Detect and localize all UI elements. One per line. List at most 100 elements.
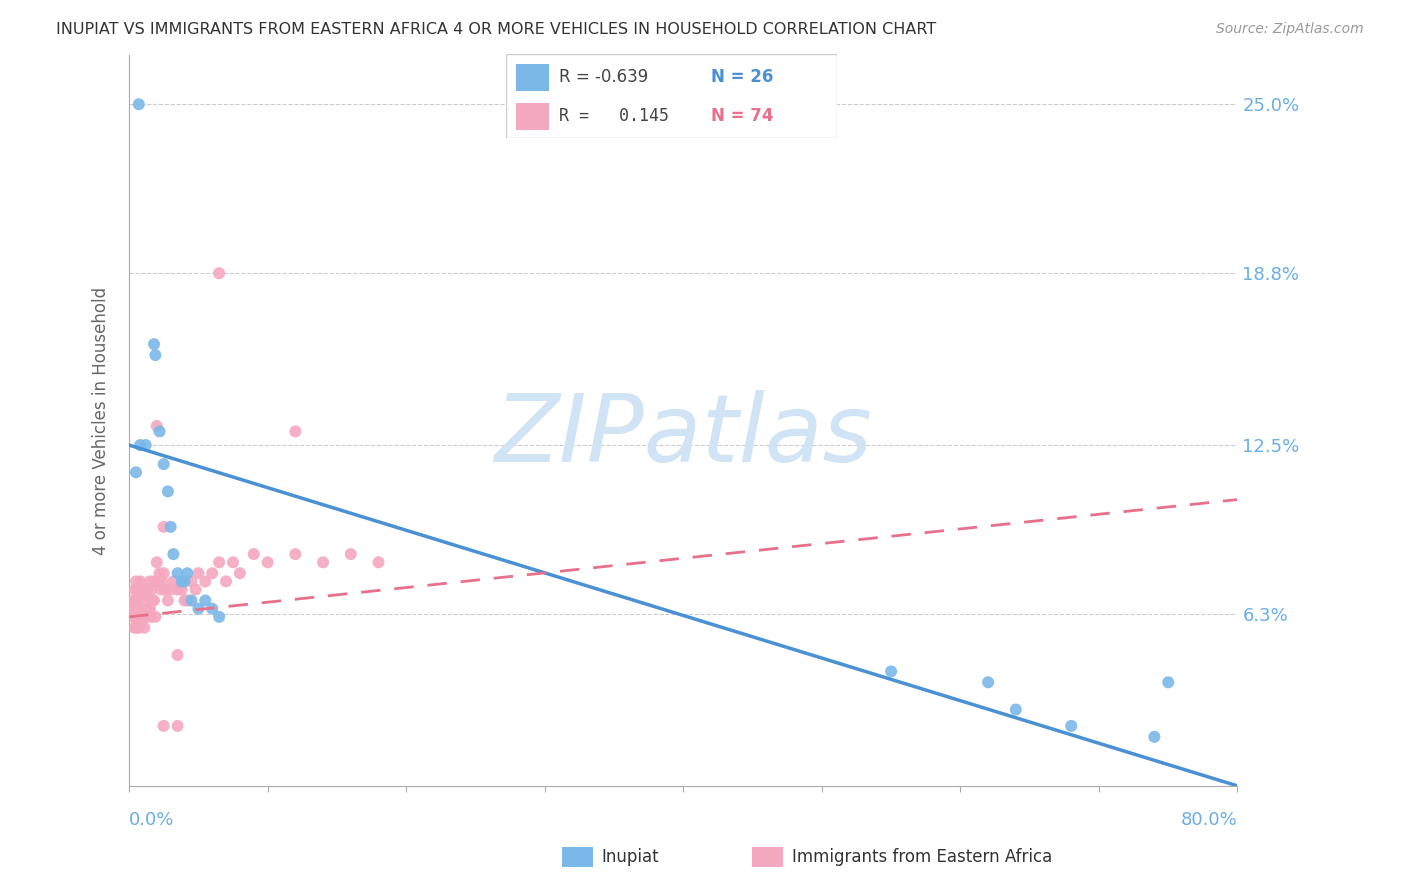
Point xyxy=(125,621,148,635)
Point xyxy=(138,601,160,615)
Point xyxy=(139,601,162,615)
Point xyxy=(129,615,152,630)
Point xyxy=(166,648,188,662)
Point xyxy=(121,601,143,615)
Point xyxy=(128,588,150,602)
Point xyxy=(152,566,174,581)
Point xyxy=(194,593,217,607)
Text: INUPIAT VS IMMIGRANTS FROM EASTERN AFRICA 4 OR MORE VEHICLES IN HOUSEHOLD CORREL: INUPIAT VS IMMIGRANTS FROM EASTERN AFRIC… xyxy=(56,22,936,37)
Point xyxy=(134,593,156,607)
Point xyxy=(159,582,181,597)
Point xyxy=(1143,730,1166,744)
Point xyxy=(153,582,176,597)
Point xyxy=(162,574,184,589)
Text: N = 26: N = 26 xyxy=(711,69,773,87)
Text: 80.0%: 80.0% xyxy=(1181,812,1237,830)
Point xyxy=(149,582,172,597)
Point xyxy=(143,593,166,607)
Point xyxy=(159,520,181,534)
Y-axis label: 4 or more Vehicles in Household: 4 or more Vehicles in Household xyxy=(93,286,110,555)
Text: Immigrants from Eastern Africa: Immigrants from Eastern Africa xyxy=(792,848,1052,866)
Point xyxy=(148,574,170,589)
Point xyxy=(166,719,188,733)
Point xyxy=(125,574,148,589)
Point xyxy=(201,566,224,581)
Point xyxy=(127,601,149,615)
Point xyxy=(125,610,148,624)
Text: Inupiat: Inupiat xyxy=(602,848,659,866)
Point xyxy=(141,610,163,624)
Point xyxy=(208,555,231,569)
Text: R =   0.145: R = 0.145 xyxy=(560,107,669,125)
Point xyxy=(187,601,209,615)
Point xyxy=(145,610,167,624)
Point xyxy=(129,601,152,615)
Point xyxy=(146,555,169,569)
Point xyxy=(180,574,202,589)
Point xyxy=(146,419,169,434)
Point xyxy=(135,588,157,602)
Point xyxy=(201,601,224,615)
Point xyxy=(284,425,307,439)
Point xyxy=(136,582,159,597)
Point xyxy=(187,566,209,581)
Point xyxy=(128,621,150,635)
Point xyxy=(156,484,179,499)
Point xyxy=(170,574,193,589)
Point xyxy=(129,438,152,452)
Point xyxy=(125,466,148,480)
Point xyxy=(124,582,146,597)
Point xyxy=(208,266,231,280)
Text: N = 74: N = 74 xyxy=(711,107,773,125)
Point xyxy=(131,610,153,624)
Point xyxy=(122,610,145,624)
Point xyxy=(145,348,167,362)
Point xyxy=(143,574,166,589)
Point xyxy=(129,574,152,589)
Point xyxy=(127,615,149,630)
Point xyxy=(124,601,146,615)
Point xyxy=(134,621,156,635)
Point xyxy=(128,97,150,112)
Point xyxy=(256,555,278,569)
Point xyxy=(132,582,155,597)
Point xyxy=(125,593,148,607)
Point xyxy=(122,593,145,607)
Bar xyxy=(516,63,550,91)
Point xyxy=(229,566,252,581)
Point xyxy=(152,719,174,733)
Point xyxy=(131,588,153,602)
Point xyxy=(170,582,193,597)
Text: ZIPatlas: ZIPatlas xyxy=(495,390,872,481)
Point xyxy=(135,610,157,624)
Bar xyxy=(516,103,550,130)
Point xyxy=(150,574,173,589)
Point xyxy=(173,593,195,607)
Point xyxy=(176,593,198,607)
Point xyxy=(977,675,1000,690)
Point xyxy=(339,547,361,561)
Point xyxy=(152,520,174,534)
Point xyxy=(284,547,307,561)
Point xyxy=(148,566,170,581)
Point xyxy=(180,593,202,607)
Point xyxy=(1157,675,1180,690)
Point xyxy=(222,555,245,569)
Point xyxy=(135,438,157,452)
Point xyxy=(1004,702,1026,716)
Point xyxy=(143,337,166,351)
Point xyxy=(141,582,163,597)
Point xyxy=(173,574,195,589)
Point xyxy=(166,582,188,597)
Point xyxy=(1060,719,1083,733)
Text: Source: ZipAtlas.com: Source: ZipAtlas.com xyxy=(1216,22,1364,37)
Point xyxy=(208,610,231,624)
Point xyxy=(148,425,170,439)
Point xyxy=(139,574,162,589)
Point xyxy=(128,607,150,621)
Point xyxy=(156,593,179,607)
Point xyxy=(152,457,174,471)
Point xyxy=(124,621,146,635)
Point xyxy=(176,566,198,581)
Point xyxy=(162,547,184,561)
